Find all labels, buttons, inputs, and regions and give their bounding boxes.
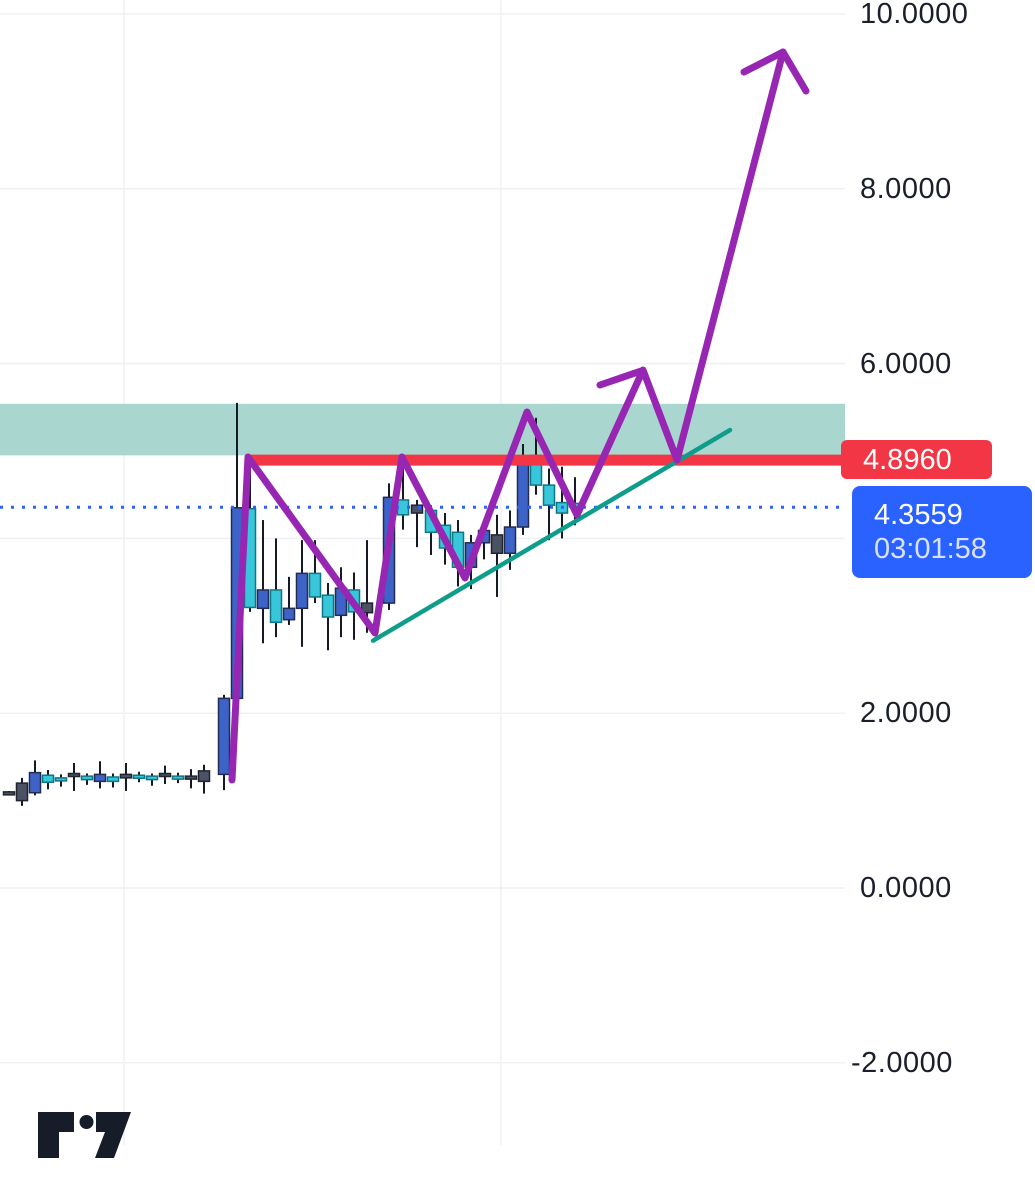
candle (490, 514, 504, 597)
trendline[interactable] (370, 427, 733, 643)
candle (158, 765, 172, 784)
last-price-label: 4.3559 03:01:58 (852, 486, 1032, 578)
candle (197, 764, 211, 794)
last-price-value: 4.3559 (874, 499, 963, 531)
y-axis-tick-label: 6.0000 (860, 347, 952, 380)
tradingview-logo[interactable] (36, 1108, 136, 1162)
candle (321, 582, 335, 651)
candle (80, 773, 94, 785)
y-axis-tick-label: 0.0000 (860, 872, 952, 904)
y-axis-tick-label: 2.0000 (860, 697, 952, 730)
projection-peak-arrow-wing (596, 367, 645, 389)
resistance-price-label: 4.8960 (841, 440, 992, 479)
candle (119, 763, 133, 791)
candle (54, 774, 68, 787)
candle (184, 769, 198, 789)
supply-zone-band[interactable] (0, 403, 845, 456)
candle (256, 520, 270, 644)
candle (410, 499, 424, 548)
candle (217, 694, 231, 791)
candle (93, 761, 107, 789)
candle (132, 771, 146, 783)
y-axis-tick-label: 8.0000 (860, 172, 952, 205)
projection-drawing[interactable] (228, 48, 810, 784)
candle (542, 468, 556, 541)
y-axis-tick-label: 10.0000 (860, 0, 969, 30)
candle (171, 772, 185, 784)
candle (2, 790, 16, 796)
resistance-price-value: 4.8960 (863, 443, 952, 476)
candle (295, 540, 309, 647)
y-axis-tick-label: -2.0000 (851, 1046, 953, 1079)
projection-arrowhead (740, 48, 810, 95)
candle (269, 538, 283, 638)
bar-countdown: 03:01:58 (874, 533, 987, 565)
candle (282, 576, 296, 625)
candle (41, 770, 55, 790)
candle (145, 773, 159, 786)
candle (67, 763, 81, 791)
candle (15, 777, 29, 806)
candle (106, 773, 120, 788)
tradingview-logo-mark (38, 1112, 131, 1158)
candle (28, 760, 42, 796)
projection-zigzag (228, 48, 787, 784)
